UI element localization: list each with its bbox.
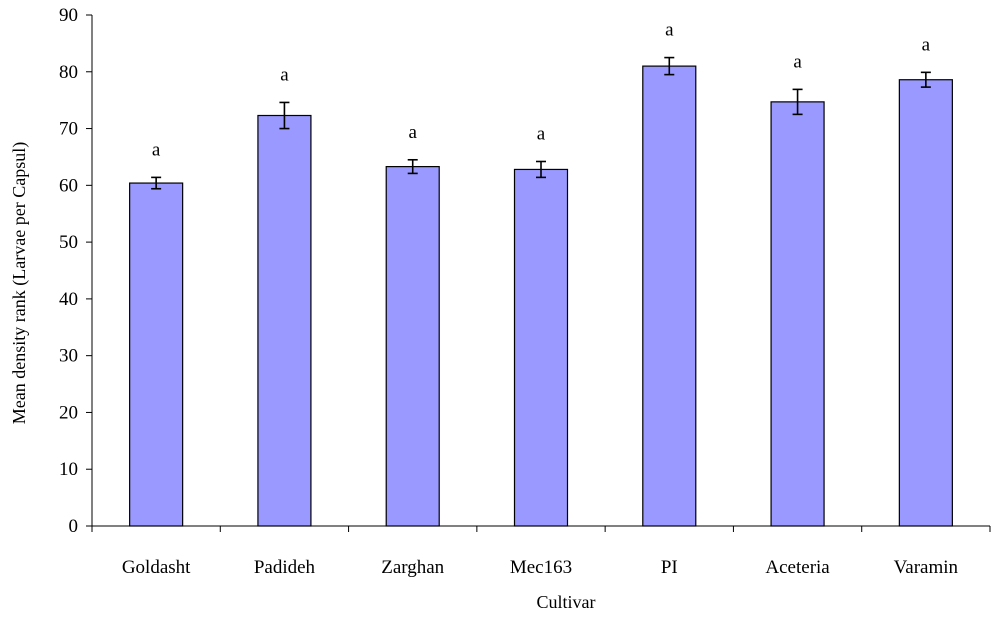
x-tick-label: Zarghan <box>381 557 444 578</box>
bar <box>257 114 312 527</box>
y-tick-label: 80 <box>59 62 78 83</box>
x-tick-label: Varamin <box>894 557 959 578</box>
x-tick-label: PI <box>661 557 678 578</box>
bar <box>770 101 825 527</box>
significance-label: a <box>922 34 931 55</box>
x-tick-label: Padideh <box>254 557 316 578</box>
significance-label: a <box>665 20 674 41</box>
bar <box>898 79 953 527</box>
x-tick-label: Aceteria <box>765 557 830 578</box>
y-axis-title: Mean density rank (Larvae per Capsul) <box>9 142 30 424</box>
x-axis: Goldasht Padideh Zarghan Mec163 PI Aceteria Va… <box>91 525 991 578</box>
y-tick-label: 0 <box>69 516 79 537</box>
bar <box>385 165 440 527</box>
bars: a a a a a a a <box>129 20 953 527</box>
significance-label: a <box>152 139 161 160</box>
significance-label: a <box>793 51 802 72</box>
y-tick-label: 40 <box>59 289 78 310</box>
x-tick-label: Mec163 <box>510 557 572 578</box>
bar <box>513 168 569 527</box>
y-tick-label: 70 <box>59 119 78 140</box>
y-axis: 0 10 20 30 40 50 60 70 80 90 <box>59 5 93 537</box>
significance-label: a <box>408 122 417 143</box>
y-tick-label: 20 <box>59 402 78 423</box>
bar <box>129 182 184 527</box>
y-tick-label: 50 <box>59 232 78 253</box>
y-tick-label: 30 <box>59 346 78 367</box>
bar <box>642 65 697 527</box>
y-tick-label: 60 <box>59 175 78 196</box>
x-tick-label: Goldasht <box>122 557 191 578</box>
significance-label: a <box>280 64 289 85</box>
x-axis-title: Cultivar <box>537 592 596 612</box>
significance-label: a <box>537 123 546 144</box>
y-tick-label: 90 <box>59 5 78 26</box>
y-tick-label: 10 <box>59 459 78 480</box>
